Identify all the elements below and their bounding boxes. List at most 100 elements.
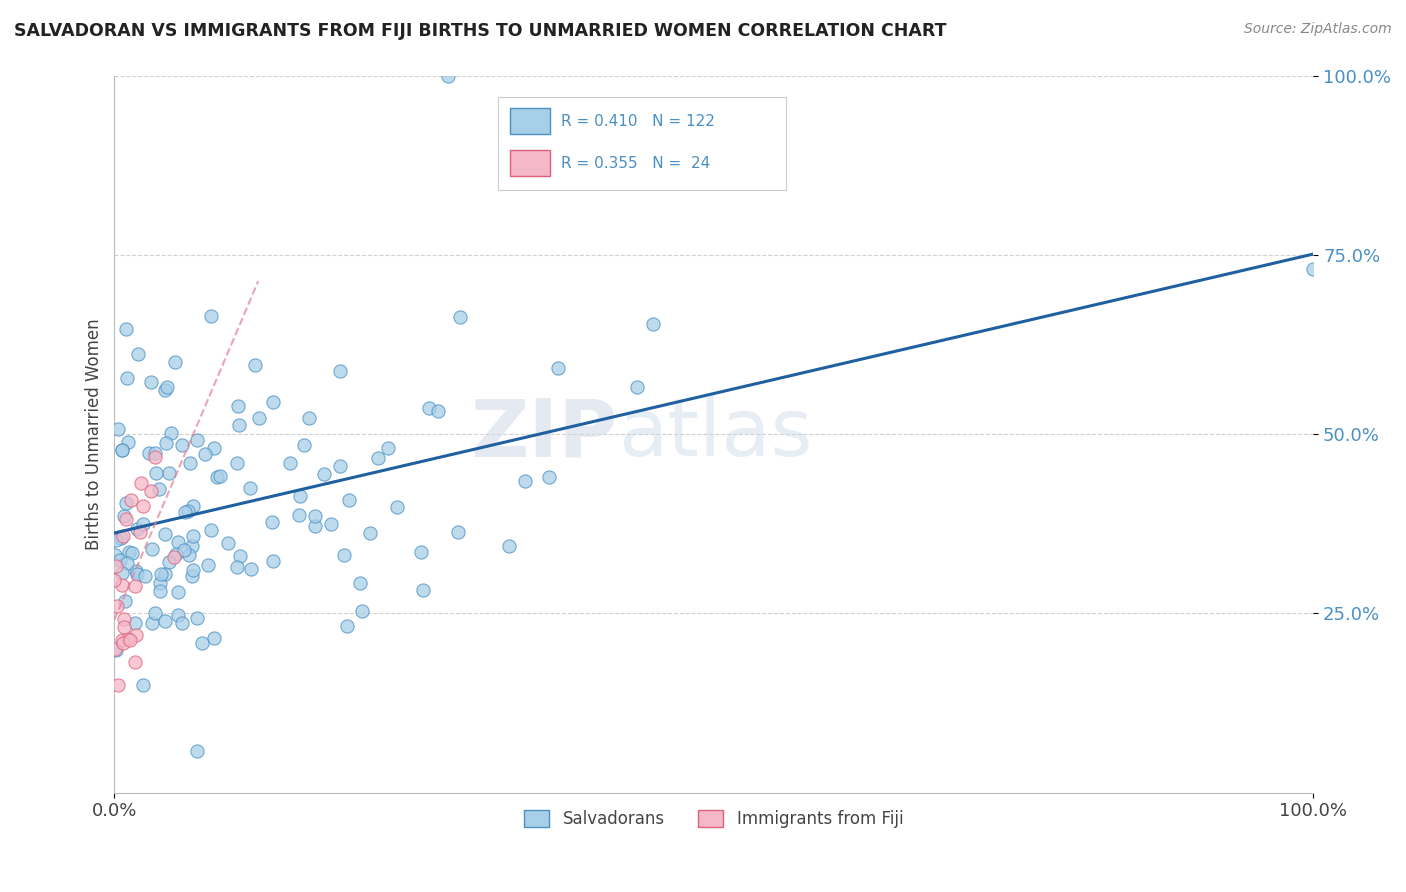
Point: [238, 481, 260, 495]
Point: [157, 555, 180, 569]
Point: [114, 593, 136, 607]
Point: [498, 539, 520, 553]
Point: [132, 517, 155, 532]
Text: SALVADORAN VS IMMIGRANTS FROM FIJI BIRTHS TO UNMARRIED WOMEN CORRELATION CHART: SALVADORAN VS IMMIGRANTS FROM FIJI BIRTH…: [14, 22, 946, 40]
Point: [298, 411, 321, 425]
Point: [143, 446, 166, 460]
Point: [288, 489, 311, 503]
Point: [280, 456, 302, 470]
Point: [377, 442, 399, 456]
Point: [115, 556, 138, 570]
Point: [333, 548, 356, 562]
Point: [111, 529, 134, 543]
Point: [167, 535, 190, 549]
Point: [312, 467, 335, 482]
Point: [115, 371, 138, 385]
Point: [148, 482, 170, 496]
Point: [359, 525, 381, 540]
Point: [141, 616, 163, 631]
Point: [118, 545, 141, 559]
Point: [159, 425, 181, 440]
Legend: Salvadorans, Immigrants from Fiji: Salvadorans, Immigrants from Fiji: [517, 803, 910, 835]
Point: [226, 559, 249, 574]
Point: [128, 524, 150, 539]
Point: [115, 496, 138, 510]
Point: [167, 608, 190, 623]
Point: [120, 632, 142, 647]
Point: [243, 359, 266, 373]
Y-axis label: Births to Unmarried Women: Births to Unmarried Women: [86, 318, 103, 549]
Point: [249, 410, 271, 425]
Point: [262, 515, 284, 529]
Point: [304, 508, 326, 523]
Point: [352, 605, 374, 619]
Point: [172, 438, 194, 452]
Point: [411, 545, 433, 559]
Point: [181, 499, 204, 513]
Point: [149, 576, 172, 591]
Point: [202, 441, 225, 455]
Point: [129, 475, 152, 490]
Point: [121, 546, 143, 560]
Point: [156, 380, 179, 394]
Point: [197, 558, 219, 572]
Point: [226, 399, 249, 413]
Point: [139, 484, 162, 499]
Point: [200, 309, 222, 323]
Point: [180, 539, 202, 553]
Text: Source: ZipAtlas.com: Source: ZipAtlas.com: [1244, 22, 1392, 37]
Point: [105, 599, 128, 613]
Point: [449, 310, 471, 324]
Point: [173, 543, 195, 558]
Point: [181, 528, 204, 542]
Point: [143, 606, 166, 620]
Point: [191, 636, 214, 650]
Point: [112, 611, 135, 625]
Point: [165, 547, 187, 561]
Point: [194, 447, 217, 461]
Point: [155, 435, 177, 450]
Point: [127, 522, 149, 536]
Point: [110, 577, 132, 591]
Point: [177, 548, 200, 562]
Point: [418, 401, 440, 415]
Point: [337, 492, 360, 507]
Point: [447, 524, 470, 539]
Point: [141, 376, 163, 390]
Point: [111, 443, 134, 458]
Point: [349, 576, 371, 591]
Point: [209, 469, 232, 483]
Point: [103, 573, 125, 587]
Point: [163, 354, 186, 368]
Point: [186, 744, 208, 758]
Point: [127, 347, 149, 361]
Point: [288, 508, 311, 523]
Point: [149, 583, 172, 598]
Point: [115, 512, 138, 526]
Point: [173, 505, 195, 519]
Point: [240, 562, 263, 576]
Point: [117, 434, 139, 449]
Point: [127, 567, 149, 582]
Text: ZIP: ZIP: [471, 395, 617, 473]
Point: [226, 456, 249, 470]
Point: [145, 466, 167, 480]
Point: [105, 533, 128, 547]
Point: [205, 470, 228, 484]
Point: [202, 631, 225, 645]
Point: [107, 678, 129, 692]
Point: [162, 550, 184, 565]
Point: [436, 69, 458, 83]
Point: [228, 417, 250, 432]
Point: [427, 403, 450, 417]
Point: [186, 610, 208, 624]
Point: [105, 558, 128, 573]
Point: [304, 518, 326, 533]
Point: [125, 564, 148, 578]
Point: [181, 563, 204, 577]
Point: [124, 655, 146, 669]
Point: [217, 536, 239, 550]
Point: [292, 438, 315, 452]
Point: [537, 470, 560, 484]
Point: [114, 321, 136, 335]
